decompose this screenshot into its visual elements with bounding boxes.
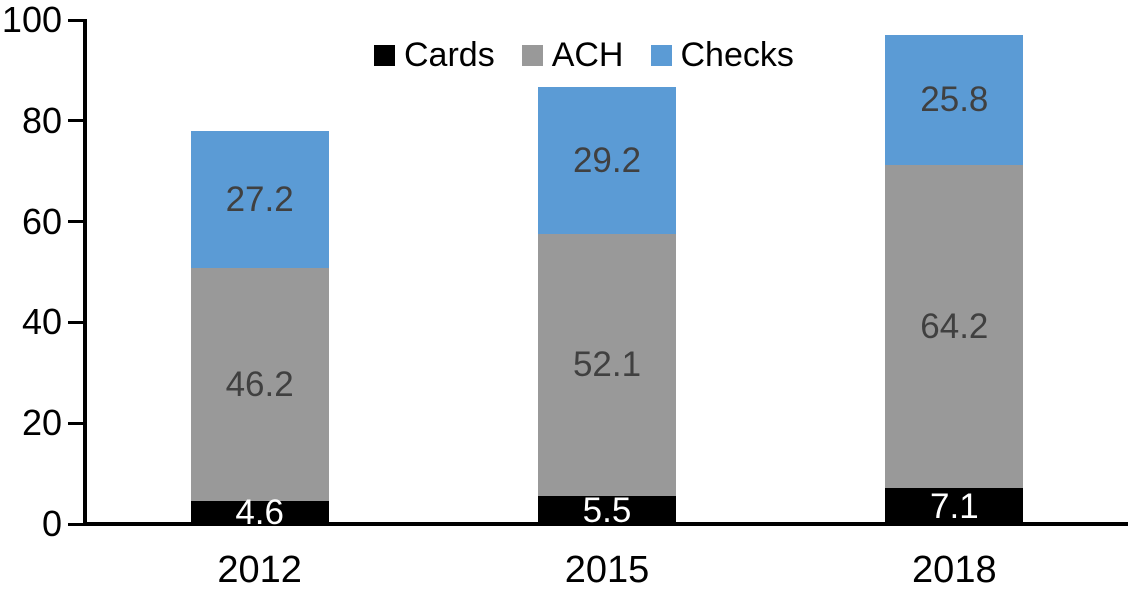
- legend-swatch-checks: [650, 44, 672, 66]
- y-tick-label-100: 100: [1, 0, 62, 40]
- bar-2018: 7.1 64.2 25.8: [885, 34, 1024, 526]
- bar-segment-cards-2015: 5.5: [538, 493, 676, 528]
- y-tick-label-60: 60: [21, 200, 62, 242]
- y-tick-label-80: 80: [21, 99, 62, 141]
- y-tick-mark-40: [68, 320, 84, 324]
- legend: Cards ACH Checks: [374, 38, 794, 72]
- bar-segment-checks-2012: 27.2: [190, 130, 329, 268]
- bar-segment-ach-2018: 64.2: [885, 164, 1024, 489]
- data-label-ach-2012: 46.2: [225, 364, 294, 404]
- data-label-cards-2012: 4.6: [235, 492, 284, 532]
- data-label-ach-2015: 52.1: [572, 345, 642, 385]
- bar-segment-ach-2012: 46.2: [190, 267, 329, 501]
- x-tick-label-2018: 2018: [912, 549, 997, 591]
- y-tick-mark-80: [68, 119, 84, 123]
- legend-swatch-ach: [521, 44, 543, 66]
- legend-label-cards: Cards: [404, 36, 495, 74]
- data-label-checks-2018: 25.8: [920, 80, 989, 120]
- y-tick-mark-100: [68, 18, 84, 22]
- x-tick-label-2012: 2012: [217, 549, 302, 591]
- y-tick-mark-0: [68, 522, 84, 526]
- y-tick-label-20: 20: [21, 402, 62, 444]
- legend-item-checks: Checks: [650, 36, 794, 74]
- data-label-checks-2012: 27.2: [225, 179, 294, 219]
- data-label-ach-2018: 64.2: [920, 306, 989, 346]
- bar-segment-checks-2015: 29.2: [538, 86, 676, 234]
- bar-2012: 4.6 46.2 27.2: [190, 130, 329, 530]
- legend-label-checks: Checks: [680, 36, 794, 74]
- y-axis-line: [83, 19, 87, 526]
- legend-label-ach: ACH: [551, 36, 624, 74]
- y-tick-label-40: 40: [21, 301, 62, 343]
- legend-swatch-cards: [374, 44, 395, 66]
- data-label-cards-2015: 5.5: [582, 490, 632, 530]
- bar-segment-cards-2012: 4.6: [190, 495, 329, 530]
- bar-segment-ach-2015: 52.1: [538, 233, 676, 497]
- x-axis-line: [83, 522, 1128, 526]
- legend-item-ach: ACH: [521, 36, 624, 74]
- bar-segment-cards-2018: 7.1: [885, 486, 1024, 526]
- legend-item-cards: Cards: [374, 38, 495, 72]
- x-tick-label-2015: 2015: [564, 549, 650, 591]
- y-tick-mark-60: [68, 220, 84, 224]
- y-tick-label-0: 0: [41, 503, 62, 544]
- bar-segment-checks-2018: 25.8: [885, 34, 1024, 165]
- bar-2015: 5.5 52.1 29.2: [538, 86, 676, 528]
- data-label-cards-2018: 7.1: [930, 486, 979, 526]
- data-label-checks-2015: 29.2: [572, 140, 642, 180]
- y-tick-mark-20: [68, 421, 84, 425]
